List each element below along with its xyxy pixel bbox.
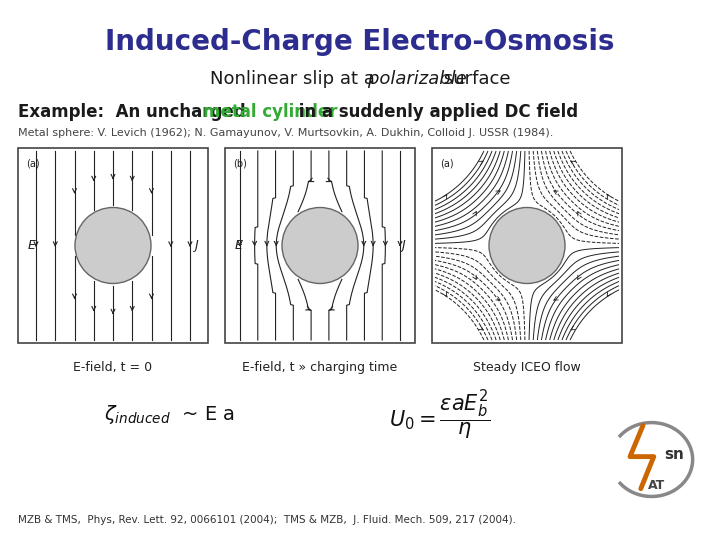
Text: (a): (a) — [440, 158, 454, 168]
Text: Metal sphere: V. Levich (1962); N. Gamayunov, V. Murtsovkin, A. Dukhin, Colloid : Metal sphere: V. Levich (1962); N. Gamay… — [18, 128, 554, 138]
Text: Nonlinear slip at a            surface: Nonlinear slip at a surface — [210, 70, 510, 88]
Text: $\zeta_{induced}$  ~ E a: $\zeta_{induced}$ ~ E a — [104, 403, 235, 427]
Text: E-field, t = 0: E-field, t = 0 — [73, 361, 153, 374]
Ellipse shape — [282, 207, 358, 284]
Bar — [225, 148, 415, 343]
Text: AT: AT — [649, 480, 665, 492]
Text: J: J — [401, 239, 405, 252]
Text: E-field, t » charging time: E-field, t » charging time — [243, 361, 397, 374]
Text: in a suddenly applied DC field: in a suddenly applied DC field — [293, 103, 578, 121]
Text: (a): (a) — [26, 158, 40, 168]
Text: Example:  An uncharged: Example: An uncharged — [18, 103, 251, 121]
Text: polarizable: polarizable — [253, 70, 467, 88]
Ellipse shape — [75, 207, 151, 284]
Text: E: E — [235, 239, 243, 252]
Bar — [432, 148, 622, 343]
Bar — [18, 148, 208, 343]
Text: MZB & TMS,  Phys, Rev. Lett. 92, 0066101 (2004);  TMS & MZB,  J. Fluid. Mech. 50: MZB & TMS, Phys, Rev. Lett. 92, 0066101 … — [18, 515, 516, 525]
Text: E: E — [28, 239, 36, 252]
Text: sn: sn — [665, 447, 685, 462]
Text: metal cylinder: metal cylinder — [203, 103, 338, 121]
Text: Induced-Charge Electro-Osmosis: Induced-Charge Electro-Osmosis — [105, 28, 615, 56]
Ellipse shape — [489, 207, 565, 284]
Text: (b): (b) — [233, 158, 247, 168]
Text: $U_0 = \dfrac{\varepsilon a E_b^2}{\eta}$: $U_0 = \dfrac{\varepsilon a E_b^2}{\eta}… — [390, 388, 491, 442]
Text: J: J — [194, 239, 198, 252]
Text: Steady ICEO flow: Steady ICEO flow — [473, 361, 581, 374]
